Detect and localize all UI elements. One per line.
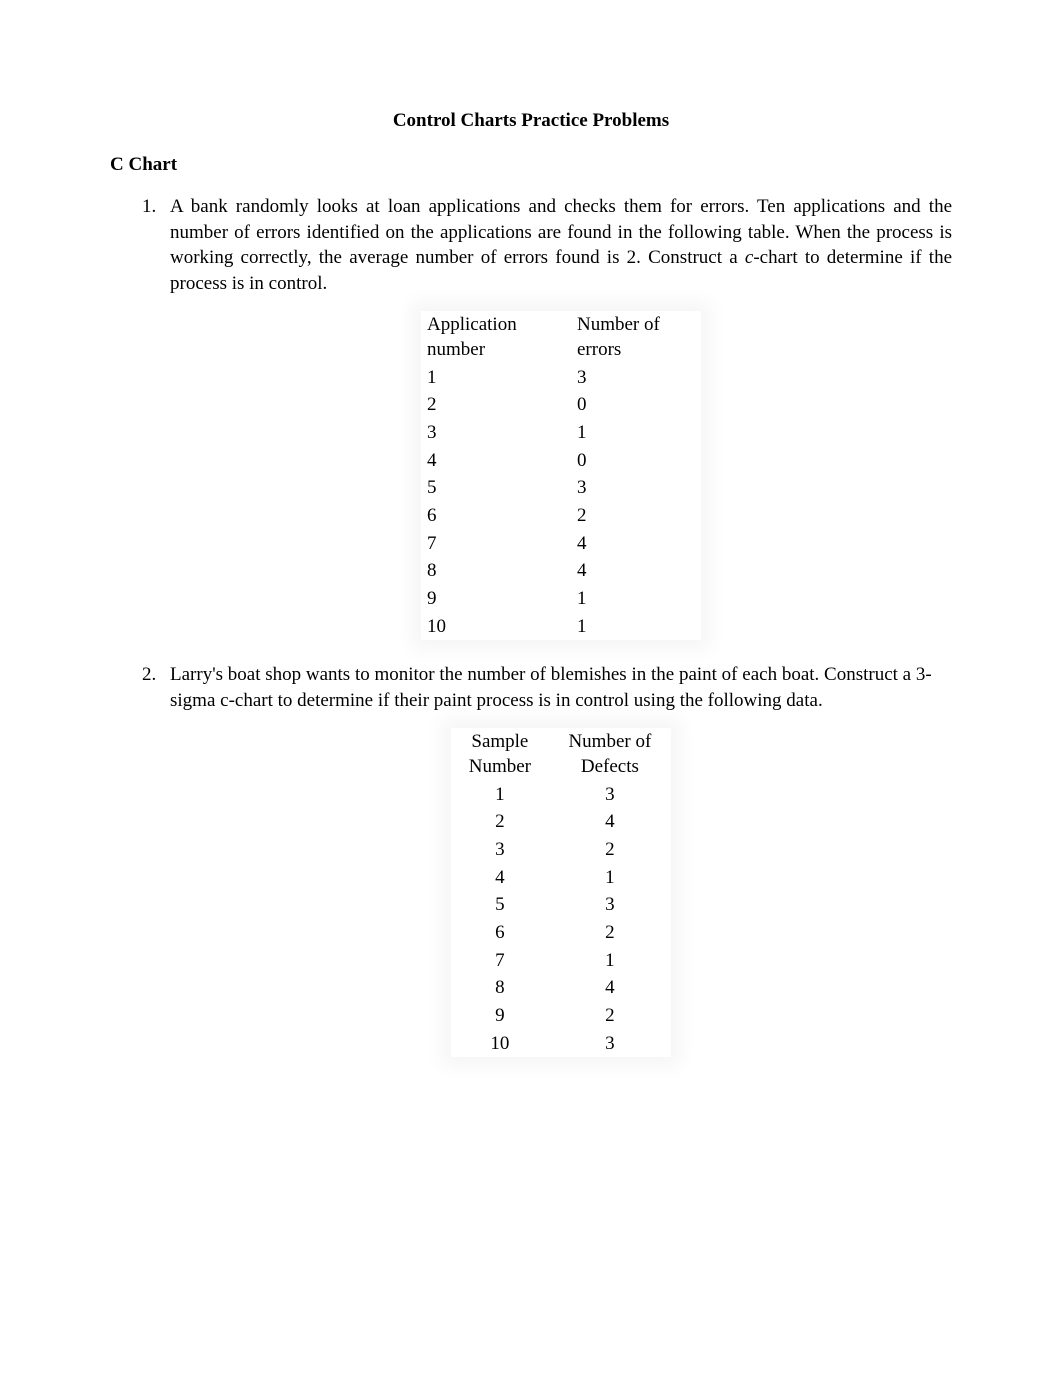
section-heading: C Chart	[110, 154, 952, 176]
table-row: 13	[421, 364, 701, 392]
table-cell: 3	[571, 364, 701, 392]
problem-number: 1.	[142, 194, 156, 220]
problem-list: 1. A bank randomly looks at loan applica…	[110, 194, 952, 1057]
table-cell: 6	[421, 502, 571, 530]
table-cell: 7	[451, 947, 549, 975]
table-body: 132432415362718492103	[451, 781, 671, 1057]
table-cell: 3	[549, 891, 671, 919]
table-cell: 9	[421, 585, 571, 613]
table-cell: 10	[421, 613, 571, 641]
table-row: 71	[451, 947, 671, 975]
table-row: 62	[451, 919, 671, 947]
table-cell: 2	[549, 919, 671, 947]
table-cell: 2	[549, 1002, 671, 1030]
table-row: 32	[451, 836, 671, 864]
table-cell: 1	[571, 419, 701, 447]
data-table: Application number Number of errors 1320…	[421, 311, 701, 641]
table-row: 101	[421, 613, 701, 641]
table-row: 74	[421, 530, 701, 558]
table-cell: 8	[451, 974, 549, 1002]
header-line: Number	[469, 756, 531, 777]
table-cell: 3	[571, 474, 701, 502]
table-row: 53	[451, 891, 671, 919]
table-header-cell: Application number	[421, 311, 571, 364]
data-table: Sample Number Number of Defects 13243241…	[451, 728, 671, 1058]
table-cell: 5	[421, 474, 571, 502]
header-line: number	[427, 339, 485, 360]
table-cell: 8	[421, 557, 571, 585]
table-cell: 2	[451, 808, 549, 836]
table-row: 84	[451, 974, 671, 1002]
table-cell: 4	[571, 530, 701, 558]
table-row: 84	[421, 557, 701, 585]
problem-text: A bank randomly looks at loan applicatio…	[170, 194, 952, 297]
table-cell: 10	[451, 1030, 549, 1058]
table-cell: 3	[549, 781, 671, 809]
table-row: 20	[421, 391, 701, 419]
table-row: 13	[451, 781, 671, 809]
table-cell: 7	[421, 530, 571, 558]
table-row: 103	[451, 1030, 671, 1058]
header-line: errors	[577, 339, 621, 360]
table-cell: 3	[549, 1030, 671, 1058]
table-cell: 0	[571, 447, 701, 475]
table-header-cell: Sample Number	[451, 728, 549, 781]
table-cell: 0	[571, 391, 701, 419]
table-row: 41	[451, 864, 671, 892]
table-cell: 4	[571, 557, 701, 585]
table-cell: 1	[571, 585, 701, 613]
table-cell: 4	[421, 447, 571, 475]
table-cell: 2	[571, 502, 701, 530]
problem-item: 1. A bank randomly looks at loan applica…	[142, 194, 952, 640]
table-header-row: Sample Number Number of Defects	[451, 728, 671, 781]
problem-number: 2.	[142, 662, 156, 688]
table-header-cell: Number of errors	[571, 311, 701, 364]
table-cell: 4	[451, 864, 549, 892]
table-header-cell: Number of Defects	[549, 728, 671, 781]
table-cell: 2	[549, 836, 671, 864]
table-cell: 1	[421, 364, 571, 392]
table-row: 91	[421, 585, 701, 613]
header-line: Application	[427, 314, 517, 335]
table-cell: 4	[549, 808, 671, 836]
table-row: 53	[421, 474, 701, 502]
header-line: Sample	[471, 731, 528, 752]
table-cell: 1	[549, 947, 671, 975]
table-cell: 6	[451, 919, 549, 947]
header-line: Number of	[568, 731, 651, 752]
table-header-row: Application number Number of errors	[421, 311, 701, 364]
table-cell: 1	[549, 864, 671, 892]
table-cell: 3	[451, 836, 549, 864]
header-line: Defects	[581, 756, 639, 777]
table-cell: 2	[421, 391, 571, 419]
problem-item: 2. Larry's boat shop wants to monitor th…	[142, 662, 952, 1057]
table-cell: 1	[451, 781, 549, 809]
table-cell: 5	[451, 891, 549, 919]
table-cell: 1	[571, 613, 701, 641]
header-line: Number of	[577, 314, 660, 335]
table-row: 31	[421, 419, 701, 447]
table-cell: 4	[549, 974, 671, 1002]
table-row: 40	[421, 447, 701, 475]
document-title: Control Charts Practice Problems	[110, 110, 952, 132]
table-body: 132031405362748491101	[421, 364, 701, 640]
problem-text: Larry's boat shop wants to monitor the n…	[170, 662, 952, 713]
table-row: 92	[451, 1002, 671, 1030]
table-row: 62	[421, 502, 701, 530]
table-row: 24	[451, 808, 671, 836]
table-cell: 3	[421, 419, 571, 447]
table-cell: 9	[451, 1002, 549, 1030]
